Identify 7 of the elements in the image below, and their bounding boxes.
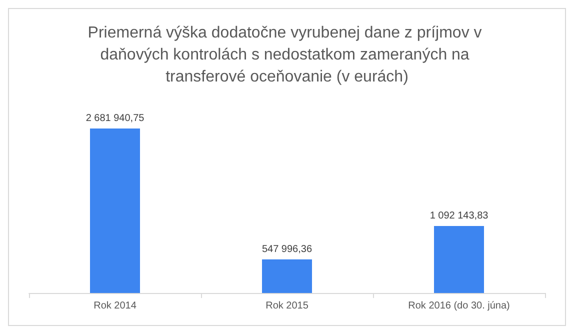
- x-tick-label: Rok 2014: [94, 300, 137, 312]
- data-label: 2 681 940,75: [86, 113, 145, 124]
- x-tick-label: Rok 2016 (do 30. júna): [408, 300, 510, 312]
- chart-title: Priemerná výška dodatočne vyrubenej dane z príjmov v daňových kontrolách s nedostatkom zameraných na transferové oceňovanie (v eurách): [88, 24, 486, 86]
- data-label: 1 092 143,83: [430, 210, 489, 222]
- x-tick-label: Rok 2015: [266, 300, 309, 312]
- data-label: 547 996,36: [262, 244, 312, 255]
